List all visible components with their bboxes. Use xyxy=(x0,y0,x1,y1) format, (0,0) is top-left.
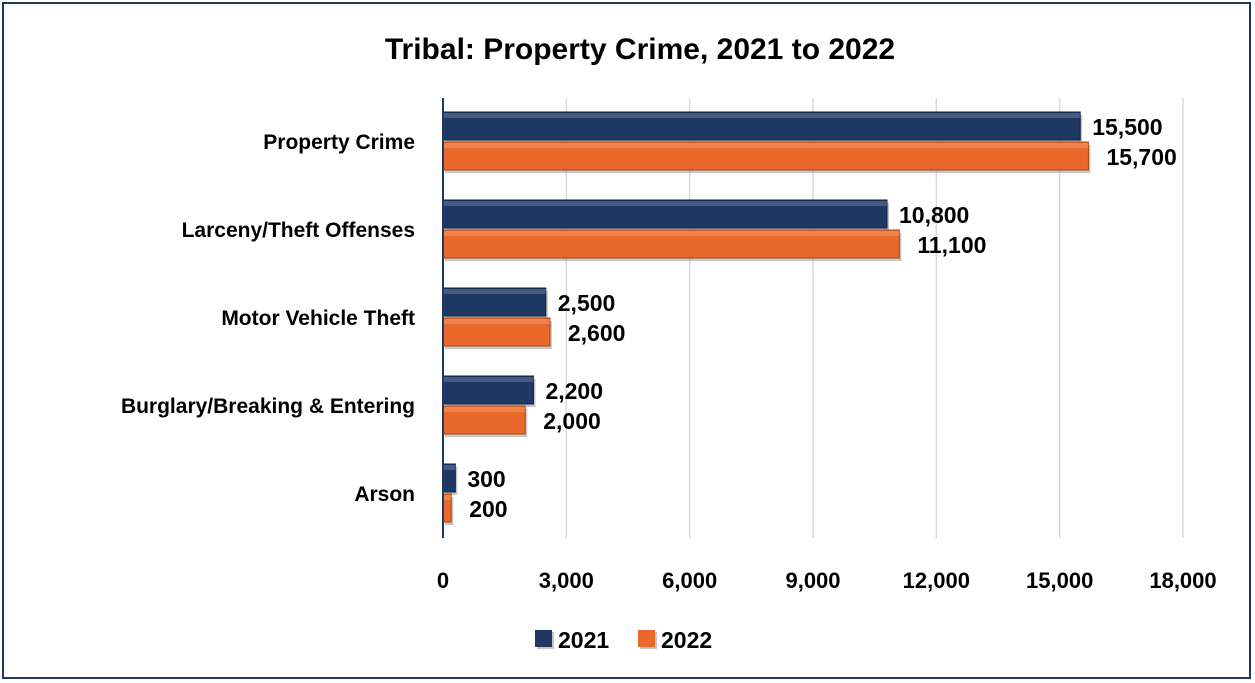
data-label: 2,600 xyxy=(568,320,626,346)
x-tick-label: 9,000 xyxy=(785,568,840,593)
data-label: 300 xyxy=(467,466,505,492)
legend-swatch-2022 xyxy=(638,630,655,647)
data-label: 15,700 xyxy=(1106,144,1176,170)
data-label: 10,800 xyxy=(899,202,969,228)
legend-swatch-2021 xyxy=(535,630,552,647)
bar-highlight xyxy=(443,231,900,236)
data-label: 15,500 xyxy=(1092,114,1162,140)
x-tick-label: 15,000 xyxy=(1026,568,1093,593)
x-tick-label: 3,000 xyxy=(539,568,594,593)
bar-highlight xyxy=(443,407,526,412)
category-label: Motor Vehicle Theft xyxy=(221,307,415,330)
bar-2022-3 xyxy=(442,405,526,435)
legend-label-2021: 2021 xyxy=(558,627,609,653)
category-label: Property Crime xyxy=(263,131,415,154)
bar-highlight xyxy=(443,201,887,206)
x-tick-label: 12,000 xyxy=(903,568,970,593)
legend-label-2022: 2022 xyxy=(661,627,712,653)
bar-2022-0 xyxy=(442,141,1089,171)
bar-highlight xyxy=(443,377,534,382)
chart-title: Tribal: Property Crime, 2021 to 2022 xyxy=(385,33,895,66)
bar-highlight xyxy=(443,113,1081,118)
bar-2022-1 xyxy=(442,229,900,259)
bar-highlight xyxy=(443,495,452,500)
x-tick-label: 0 xyxy=(437,568,449,593)
data-label: 2,500 xyxy=(558,290,616,316)
data-label: 11,100 xyxy=(917,232,986,258)
bars xyxy=(442,111,1091,525)
bar-2022-2 xyxy=(442,317,551,347)
x-tick-label: 6,000 xyxy=(662,568,717,593)
data-labels: 15,500 15,700 10,800 11,100 2,500 2,600 2,200 2… xyxy=(467,114,1176,522)
category-label: Arson xyxy=(354,483,415,506)
x-tick-label: 18,000 xyxy=(1149,568,1216,593)
bar-2021-2 xyxy=(442,287,547,317)
category-label: Burglary/Breaking & Entering xyxy=(121,395,415,418)
data-label: 200 xyxy=(469,496,507,522)
bar-highlight xyxy=(443,319,550,324)
legend: 2021 2022 xyxy=(535,627,712,653)
category-label: Larceny/Theft Offenses xyxy=(182,219,415,242)
axes: 0 3,000 6,000 9,000 12,000 15,000 18,000 Proper… xyxy=(121,98,1217,593)
bar-2021-3 xyxy=(442,375,534,405)
bar-highlight xyxy=(443,143,1089,148)
bar-2021-1 xyxy=(442,199,888,229)
bar-highlight xyxy=(443,289,546,294)
data-label: 2,200 xyxy=(545,378,603,404)
data-label: 2,000 xyxy=(543,408,601,434)
bar-highlight xyxy=(443,465,456,470)
gridlines xyxy=(565,98,1184,538)
